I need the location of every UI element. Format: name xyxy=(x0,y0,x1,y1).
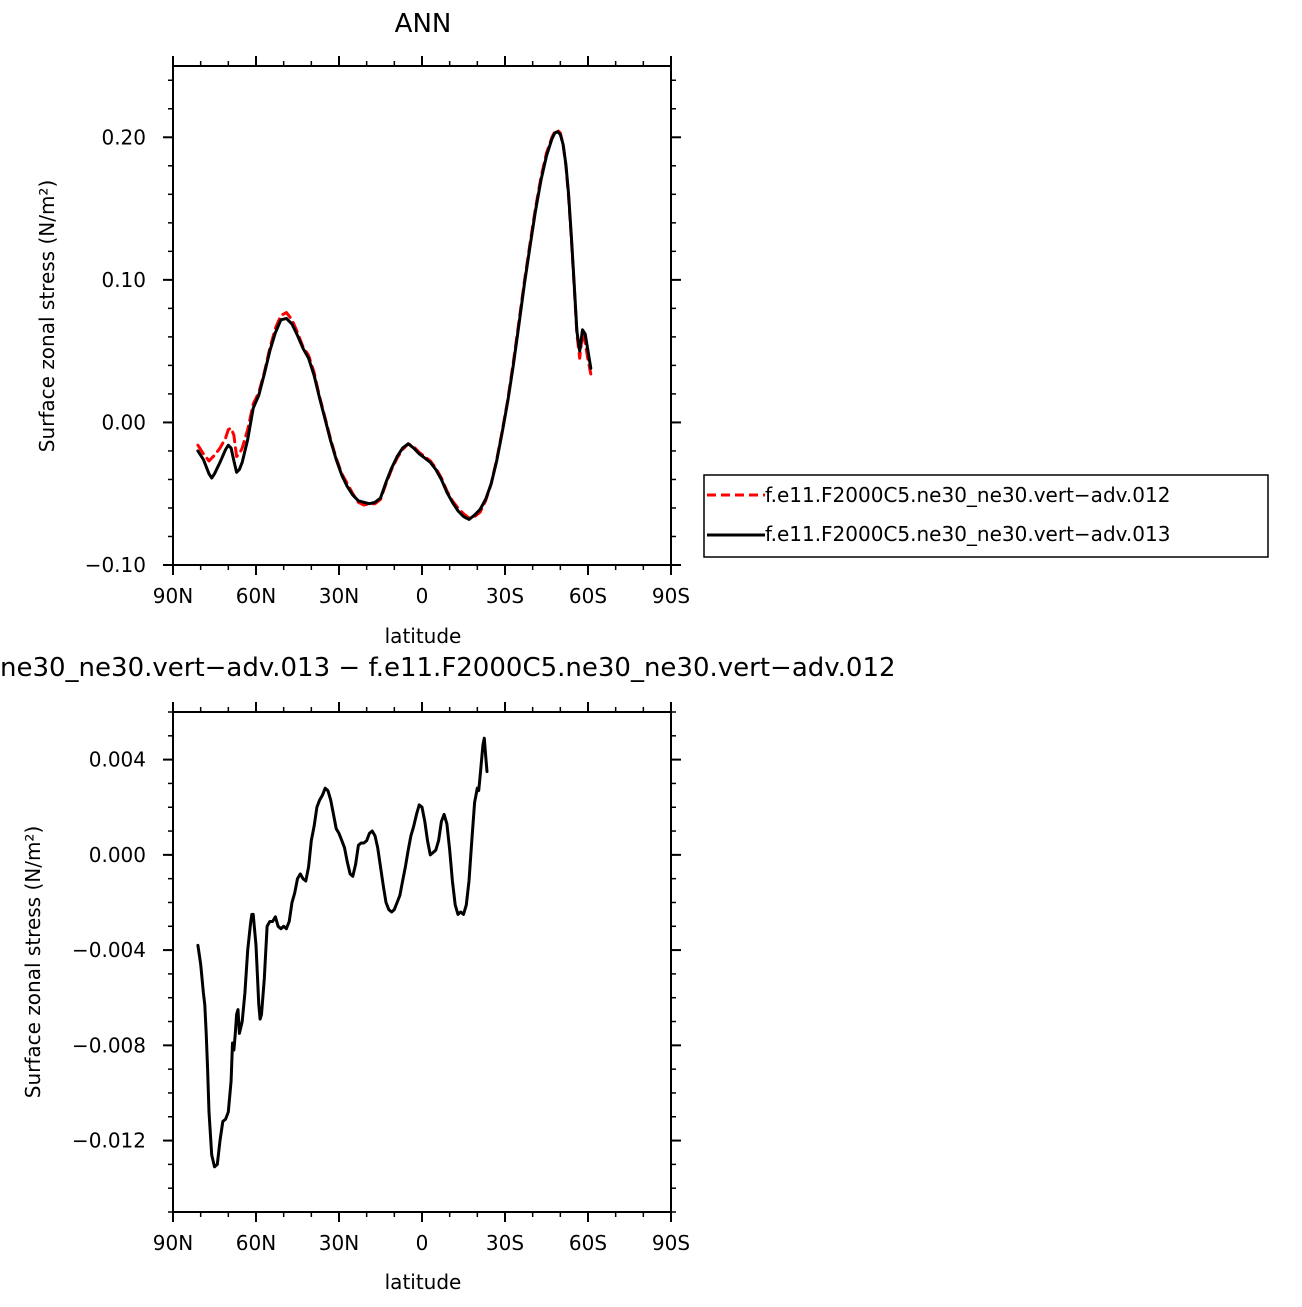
top-tick-labels: 90N 60N 30N 0 30S 60S 90S −0.10 0.00 0.10 0.20 xyxy=(85,125,690,608)
legend-label-012: f.e11.F2000C5.ne30_ne30.vert−adv.012 xyxy=(765,483,1170,507)
bottom-series-layer xyxy=(196,736,489,1169)
top-x-axis-label: latitude xyxy=(385,624,462,648)
bottom-y-tick-label: 0.004 xyxy=(89,748,146,772)
bottom-x-tick-label: 90S xyxy=(652,1231,690,1255)
bottom-y-tick-label: −0.008 xyxy=(72,1033,146,1057)
top-x-tick-label: 90N xyxy=(153,584,193,608)
top-y-tick-label: −0.10 xyxy=(85,553,146,577)
top-x-tick-label: 60N xyxy=(236,584,276,608)
top-series-layer xyxy=(196,128,593,521)
top-y-tick-label: 0.20 xyxy=(101,125,146,149)
top-panel: ANN 90N 60N 30N 0 30S 60S 90S −0.10 0.00 0.10 0.20… xyxy=(35,9,1269,648)
bottom-y-tick-label: −0.012 xyxy=(72,1129,146,1153)
top-x-tick-label: 30S xyxy=(486,584,524,608)
legend-box xyxy=(703,474,1269,558)
top-y-tick-label: 0.00 xyxy=(101,410,146,434)
bottom-x-tick-label: 60S xyxy=(569,1231,607,1255)
bottom-x-tick-label: 0 xyxy=(416,1231,429,1255)
top-x-tick-label: 60S xyxy=(569,584,607,608)
bottom-series-line-0 xyxy=(196,736,489,1169)
bottom-axis-ticks xyxy=(163,702,681,1222)
legend: f.e11.F2000C5.ne30_ne30.vert−adv.012 f.e… xyxy=(703,474,1269,558)
top-plot-frame xyxy=(172,65,672,566)
top-axis-ticks xyxy=(163,56,681,575)
bottom-y-tick-label: 0.000 xyxy=(89,843,146,867)
bottom-x-tick-label: 30S xyxy=(486,1231,524,1255)
top-x-tick-label: 30N xyxy=(319,584,359,608)
bottom-plot-frame xyxy=(172,711,672,1213)
top-x-tick-label: 0 xyxy=(416,584,429,608)
legend-label-013: f.e11.F2000C5.ne30_ne30.vert−adv.013 xyxy=(765,522,1170,546)
top-y-axis-label: Surface zonal stress (N/m²) xyxy=(35,180,59,452)
bottom-x-axis-label: latitude xyxy=(385,1270,462,1294)
bottom-panel: ne30_ne30.vert−adv.013 − f.e11.F2000C5.n… xyxy=(0,653,896,1294)
top-series-line-1 xyxy=(196,130,593,521)
bottom-tick-labels: 90N 60N 30N 0 30S 60S 90S −0.012 −0.008 −0.004 0.0… xyxy=(72,748,690,1255)
top-y-tick-label: 0.10 xyxy=(101,268,146,292)
bottom-x-tick-label: 30N xyxy=(319,1231,359,1255)
bottom-y-tick-label: −0.004 xyxy=(72,938,146,962)
bottom-x-tick-label: 60N xyxy=(236,1231,276,1255)
top-chart-title: ANN xyxy=(395,9,452,39)
bottom-x-tick-label: 90N xyxy=(153,1231,193,1255)
bottom-chart-title: ne30_ne30.vert−adv.013 − f.e11.F2000C5.n… xyxy=(0,653,896,683)
bottom-y-axis-label: Surface zonal stress (N/m²) xyxy=(21,826,45,1098)
top-x-tick-label: 90S xyxy=(652,584,690,608)
